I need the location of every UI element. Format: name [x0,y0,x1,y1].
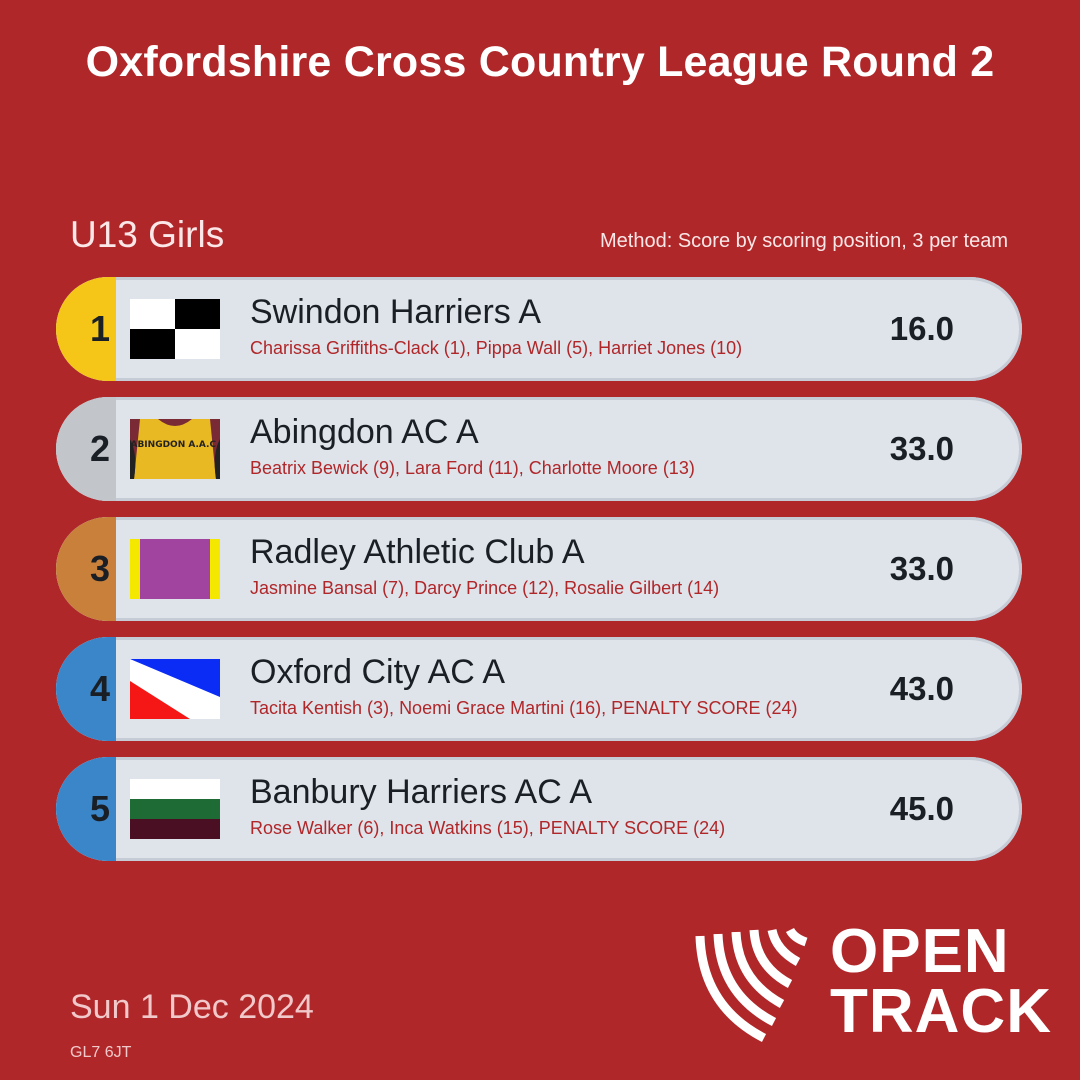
position-number: 2 [89,428,111,469]
team-name: Radley Athletic Club A [250,533,585,571]
position-badge [56,517,116,621]
team-score: 33.0 [889,430,954,467]
team-score: 33.0 [889,550,954,587]
page-title: Oxfordshire Cross Country League Round 2 [85,38,995,86]
position-badge [56,637,116,741]
results-list: 1 Swindon Harriers A Charissa Griffiths-… [56,277,1022,877]
logo-line-track: TRACK [830,977,1052,1046]
logo-line-open: OPEN [830,917,1010,986]
result-row[interactable]: 5 Banbury Harriers AC A Rose Walker (6),… [56,757,1022,861]
position-badge [56,277,116,381]
swindon-flag-icon [130,299,220,359]
team-name: Swindon Harriers A [250,293,542,331]
position-number: 4 [89,668,111,709]
opentrack-logo-icon [694,926,814,1046]
result-row[interactable]: 2 ABINGDON A.A.C. Abingdon AC A Beatrix … [56,397,1022,501]
result-row[interactable]: 4 Oxford City AC A Tacita Kentish (3), N… [56,637,1022,741]
position-badge [56,397,116,501]
event-postcode: GL7 6JT [70,1044,132,1061]
team-members: Jasmine Bansal (7), Darcy Prince (12), R… [250,578,720,598]
team-score: 45.0 [889,790,954,827]
position-number: 5 [89,788,111,829]
team-score: 16.0 [889,310,954,347]
team-name: Oxford City AC A [250,653,506,691]
oxford-city-flag-icon [130,659,220,719]
result-row[interactable]: 1 Swindon Harriers A Charissa Griffiths-… [56,277,1022,381]
result-row[interactable]: 3 Radley Athletic Club A Jasmine Bansal … [56,517,1022,621]
team-name: Abingdon AC A [250,413,479,451]
radley-flag-icon [130,539,220,599]
category-label: U13 Girls [70,214,225,255]
team-score: 43.0 [889,670,954,707]
team-members: Charissa Griffiths-Clack (1), Pippa Wall… [250,338,743,358]
team-members: Tacita Kentish (3), Noemi Grace Martini … [250,698,798,718]
event-date: Sun 1 Dec 2024 [70,988,314,1026]
opentrack-logo-text: OPEN TRACK [830,917,1052,1046]
vest-lettering: ABINGDON A.A.C. [130,440,219,450]
position-number: 1 [89,308,111,349]
scoring-method: Method: Score by scoring position, 3 per… [600,230,1008,252]
team-members: Rose Walker (6), Inca Watkins (15), PENA… [250,818,726,838]
team-name: Banbury Harriers AC A [250,773,593,811]
position-number: 3 [89,548,111,589]
team-members: Beatrix Bewick (9), Lara Ford (11), Char… [250,458,695,478]
position-badge [56,757,116,861]
banbury-flag-icon [130,779,220,839]
abingdon-vest-icon: ABINGDON A.A.C. [130,419,220,479]
